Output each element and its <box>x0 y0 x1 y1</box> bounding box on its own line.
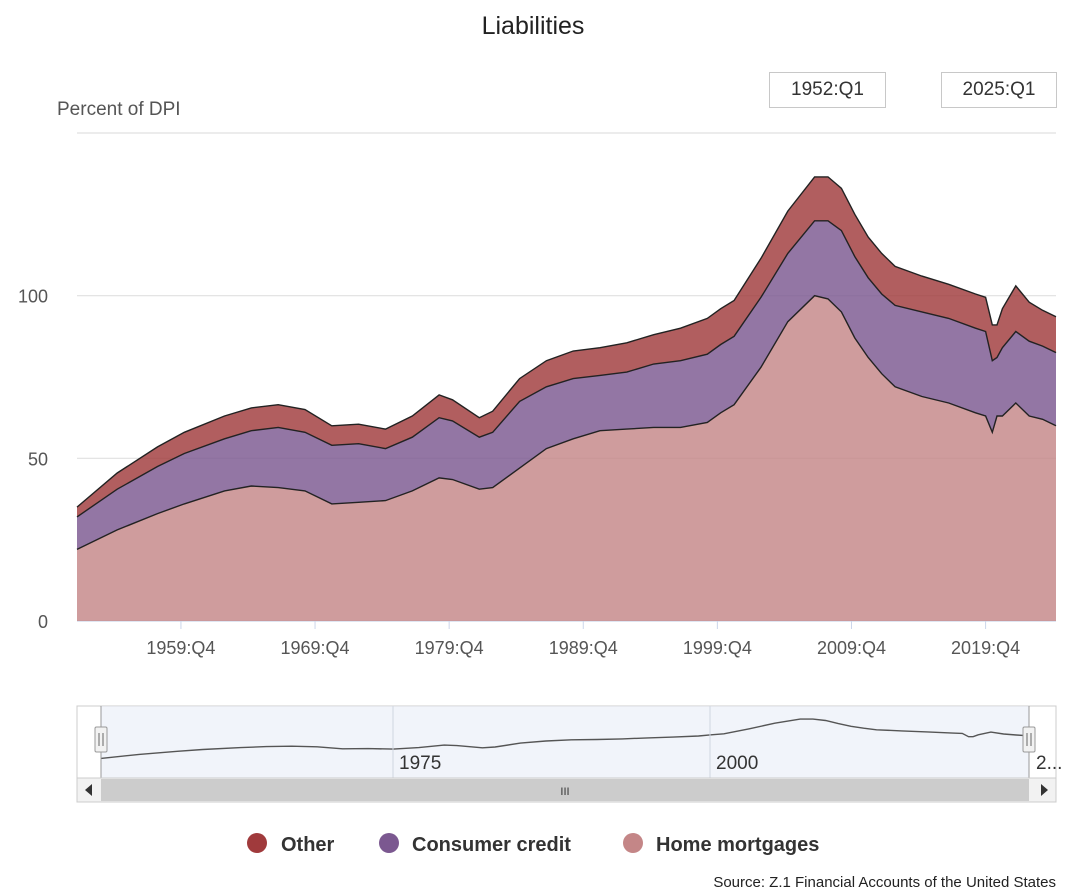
legend-marker[interactable] <box>247 833 267 853</box>
legend-item-label: Other <box>281 834 335 856</box>
series-line-home-mortgages <box>76 294 1057 551</box>
area-home-mortgages[interactable] <box>77 295 1056 621</box>
navigator-selection[interactable] <box>101 706 1029 778</box>
source-note: Source: Z.1 Financial Accounts of the Un… <box>713 874 1056 890</box>
x-tick-label: 2009:Q4 <box>817 638 886 658</box>
x-tick-label: 1979:Q4 <box>415 638 484 658</box>
scrollbar-thumb[interactable] <box>101 779 1029 801</box>
x-tick-label: 1989:Q4 <box>549 638 618 658</box>
x-tick-label: 2019:Q4 <box>951 638 1020 658</box>
area-other[interactable] <box>77 176 1056 517</box>
navigator-tick-label: 1975 <box>399 753 441 774</box>
series-line-other <box>76 176 1057 508</box>
scroll-left-arrow-icon[interactable] <box>85 784 92 796</box>
y-tick-label: 0 <box>38 612 48 632</box>
navigator-tick-label: 2... <box>1036 753 1062 774</box>
legend-marker[interactable] <box>623 833 643 853</box>
navigator-right-handle[interactable] <box>1022 726 1036 753</box>
range-to-input[interactable]: 2025:Q1 <box>941 72 1057 108</box>
navigator-tick-label: 2000 <box>716 753 758 774</box>
y-tick-label: 100 <box>18 287 48 307</box>
legend-item-label: Consumer credit <box>412 834 571 856</box>
legend-item-label: Home mortgages <box>656 834 819 856</box>
navigator-series-line <box>100 718 1030 760</box>
x-tick-label: 1969:Q4 <box>281 638 350 658</box>
scrollbar-grip-icon: III <box>560 786 569 798</box>
y-tick-label: 50 <box>28 449 48 469</box>
range-from-input[interactable]: 1952:Q1 <box>769 72 886 108</box>
chart-title: Liabilities <box>482 12 585 40</box>
x-tick-label: 1999:Q4 <box>683 638 752 658</box>
x-tick-label: 1959:Q4 <box>146 638 215 658</box>
legend-marker[interactable] <box>379 833 399 853</box>
scroll-right-arrow-icon[interactable] <box>1041 784 1048 796</box>
navigator-left-handle[interactable] <box>94 726 108 753</box>
series-line-consumer-credit <box>76 220 1057 518</box>
y-axis-label: Percent of DPI <box>57 99 181 120</box>
area-consumer-credit[interactable] <box>77 220 1056 550</box>
